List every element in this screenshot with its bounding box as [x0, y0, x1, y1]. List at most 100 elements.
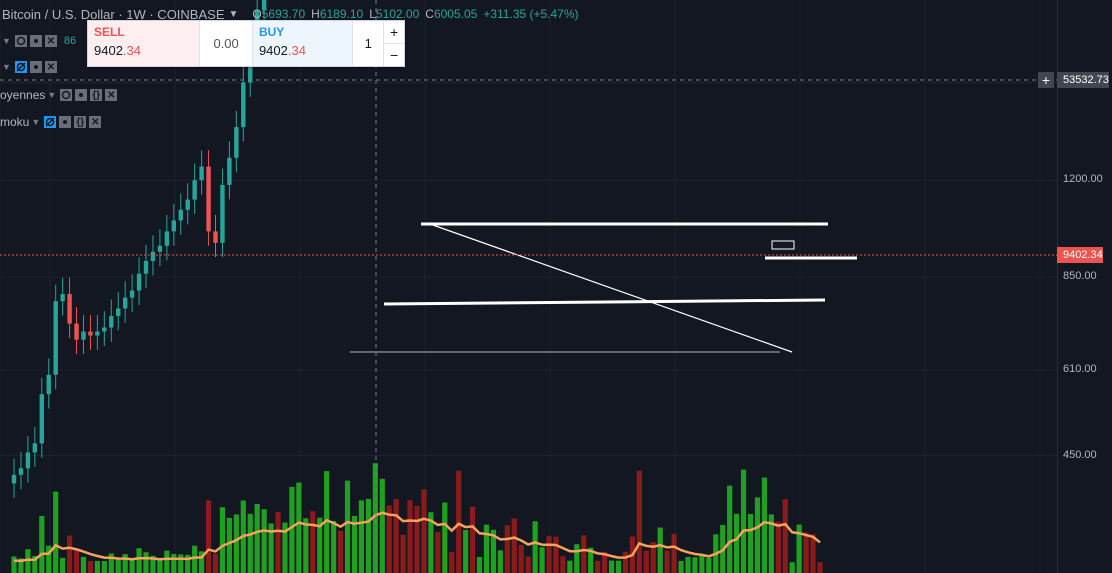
- volume-bar: [754, 497, 761, 573]
- volume-bar: [650, 541, 656, 573]
- chevron-down-icon[interactable]: ▼: [2, 36, 11, 46]
- quantity-input[interactable]: 1: [352, 21, 383, 66]
- candle-body: [122, 297, 128, 309]
- volume-bar: [296, 482, 302, 573]
- indicator-row-3[interactable]: oyennes ▼ {} ✕: [0, 87, 120, 103]
- volume-bar: [32, 555, 38, 573]
- volume-bar: [775, 521, 781, 573]
- settings-icon[interactable]: [59, 116, 72, 128]
- close-icon[interactable]: ✕: [89, 116, 102, 128]
- candle-body: [102, 327, 107, 332]
- volume-bar: [275, 512, 281, 573]
- candle-body: [109, 315, 114, 328]
- price-axis[interactable]: [1057, 0, 1112, 573]
- hide-icon[interactable]: [14, 61, 27, 73]
- close-icon[interactable]: ✕: [105, 89, 118, 101]
- price-tick-label: 1200.00: [1063, 173, 1103, 186]
- volume-bar: [185, 554, 191, 573]
- volume-bar: [219, 507, 226, 573]
- volume-bar: [435, 532, 441, 573]
- candle-body: [81, 331, 86, 340]
- volume-bar: [810, 534, 816, 573]
- volume-bar: [817, 562, 823, 573]
- candle-body: [206, 166, 211, 232]
- volume-bar: [685, 556, 691, 573]
- volume-bar: [574, 544, 580, 573]
- volume-bar: [608, 560, 615, 573]
- volume-bar: [595, 560, 601, 573]
- volume-bar: [351, 515, 358, 573]
- volume-bar: [532, 521, 538, 573]
- indicator-row-1[interactable]: ▼ ✕ 86: [0, 33, 76, 49]
- volume-bar: [671, 533, 677, 573]
- settings-icon[interactable]: [29, 61, 42, 73]
- volume-bar: [796, 524, 802, 573]
- quantity-stepper[interactable]: + −: [383, 21, 404, 66]
- settings-icon[interactable]: [75, 89, 88, 101]
- open-label: O: [252, 7, 262, 21]
- hide-icon[interactable]: [44, 116, 57, 128]
- volume-bar: [310, 511, 316, 573]
- chevron-down-icon[interactable]: ▼: [228, 8, 239, 20]
- volume-bar: [657, 527, 663, 573]
- support-line: [383, 298, 826, 306]
- source-code-icon[interactable]: {}: [74, 116, 87, 128]
- symbol-title[interactable]: Bitcoin / U.S. Dollar · 1W · COINBASE: [2, 6, 225, 22]
- indicator-row-2[interactable]: ▼ ✕: [0, 59, 60, 75]
- chevron-down-icon[interactable]: ▼: [47, 90, 57, 100]
- volume-bar: [303, 518, 309, 573]
- drawing-lines: [350, 222, 857, 353]
- volume-bar: [588, 547, 594, 573]
- volume-bar: [602, 551, 608, 573]
- settings-icon[interactable]: [29, 35, 42, 47]
- source-code-icon[interactable]: {}: [90, 89, 103, 101]
- candle-body: [199, 166, 204, 181]
- volume-bar: [789, 562, 795, 573]
- candle-body: [11, 474, 17, 484]
- indicator-name: moku: [0, 115, 30, 129]
- add-alert-button[interactable]: +: [1038, 72, 1054, 88]
- candle-body: [220, 184, 225, 243]
- sell-label: SELL: [94, 25, 125, 39]
- eye-icon[interactable]: [14, 35, 27, 47]
- volume-bar: [80, 556, 87, 573]
- volume-bar: [73, 548, 80, 573]
- increment-button[interactable]: +: [389, 24, 399, 40]
- volume-bar: [727, 485, 733, 573]
- volume-bar: [581, 535, 587, 573]
- candle-body: [39, 394, 44, 444]
- volume-bar: [289, 486, 295, 573]
- volume-bar: [143, 552, 149, 573]
- volume-bar: [66, 535, 73, 573]
- candle-body: [18, 468, 24, 475]
- volume-bar: [379, 478, 385, 573]
- close-icon[interactable]: ✕: [44, 35, 57, 47]
- volume-bar: [157, 559, 163, 573]
- volume-bar: [476, 556, 483, 573]
- candle-body: [67, 294, 72, 324]
- sell-button[interactable]: SELL 9402.34: [88, 21, 200, 66]
- chevron-down-icon[interactable]: ▼: [2, 62, 11, 72]
- volume-bar: [192, 545, 198, 573]
- symbol-header: Bitcoin / U.S. Dollar · 1W · COINBASE ▼ …: [0, 4, 579, 24]
- spread-value: 0.00: [199, 21, 253, 66]
- volume-bar: [386, 505, 392, 573]
- volume-bar: [18, 558, 24, 573]
- chevron-down-icon[interactable]: ▼: [31, 117, 41, 127]
- volume-bar: [282, 522, 288, 573]
- volume-bar: [53, 491, 59, 573]
- volume-bar: [490, 529, 497, 573]
- indicator-row-4[interactable]: moku ▼ {} ✕: [0, 114, 104, 130]
- decrement-button[interactable]: −: [384, 43, 404, 66]
- volume-bar: [539, 547, 545, 573]
- volume-bar: [449, 551, 455, 573]
- volume-bar: [25, 549, 31, 573]
- buy-button[interactable]: BUY 9402.34: [252, 21, 353, 66]
- eye-icon[interactable]: [60, 89, 73, 101]
- candle-body: [178, 209, 183, 221]
- volume-bar: [344, 480, 351, 573]
- close-icon[interactable]: ✕: [44, 61, 57, 73]
- volume-bar: [442, 502, 448, 573]
- volume-bar: [372, 463, 378, 573]
